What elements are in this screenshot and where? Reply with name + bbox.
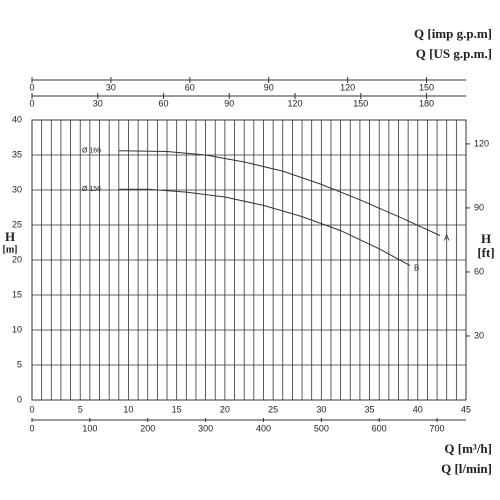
pump-curve — [118, 150, 441, 236]
pump-curve — [118, 188, 411, 267]
curve-name: Ø 156 — [82, 186, 101, 193]
top-tick-label: 60 — [185, 82, 195, 92]
y2-tick-label: 60 — [474, 266, 484, 276]
curve-name: Ø 166 — [82, 148, 101, 155]
x2-tick-label: 0 — [29, 423, 34, 433]
top-tick-label: 90 — [264, 82, 274, 92]
top-tick-label: 30 — [93, 98, 103, 108]
y-axis-title: H — [5, 229, 15, 244]
y2-tick-label: 120 — [474, 138, 489, 148]
x2-tick-label: 100 — [82, 423, 97, 433]
top-tick-label: 120 — [340, 82, 355, 92]
top-tick-label: 150 — [419, 82, 434, 92]
x-tick-label: 30 — [316, 404, 326, 414]
x-tick-label: 5 — [78, 404, 83, 414]
y2-tick-label: 90 — [474, 202, 484, 212]
x-tick-label: 20 — [220, 404, 230, 414]
top-tick-label: 0 — [29, 82, 34, 92]
plot-frame — [31, 119, 467, 401]
x-tick-label: 0 — [29, 404, 34, 414]
x2-tick-label: 400 — [256, 423, 271, 433]
x-tick-label: 35 — [365, 404, 375, 414]
axis-title: Q [US g.p.m.] — [416, 46, 492, 61]
curve-end-label: A — [444, 234, 450, 243]
y-tick-label: 20 — [12, 254, 22, 264]
x2-tick-label: 700 — [430, 423, 445, 433]
x-tick-label: 45 — [461, 404, 471, 414]
y-tick-label: 0 — [17, 394, 22, 404]
y-tick-label: 10 — [12, 324, 22, 334]
x-tick-label: 25 — [268, 404, 278, 414]
x-tick-label: 15 — [172, 404, 182, 414]
curve-end-label: B — [414, 264, 419, 273]
top-tick-label: 30 — [106, 82, 116, 92]
y-axis-title: [m] — [3, 244, 18, 255]
x-tick-label: 40 — [413, 404, 423, 414]
y2-axis-title: [ft] — [477, 245, 494, 260]
top-tick-label: 150 — [353, 98, 368, 108]
y2-axis-title: H — [481, 231, 491, 246]
y-tick-label: 30 — [12, 184, 22, 194]
y-tick-label: 5 — [17, 359, 22, 369]
y-tick-label: 40 — [12, 114, 22, 124]
x2-tick-label: 600 — [372, 423, 387, 433]
x-tick-label: 10 — [123, 404, 133, 414]
y2-tick-label: 30 — [474, 330, 484, 340]
axis-title: Q [imp g.p.m] — [414, 26, 492, 41]
top-tick-label: 120 — [288, 98, 303, 108]
x2-tick-label: 300 — [198, 423, 213, 433]
x2-tick-label: 200 — [140, 423, 155, 433]
axis-title: Q [l/min] — [441, 461, 492, 476]
axis-title: Q [m³/h] — [444, 441, 492, 456]
y-tick-label: 15 — [12, 289, 22, 299]
y-tick-label: 25 — [12, 219, 22, 229]
top-tick-label: 60 — [159, 98, 169, 108]
x2-tick-label: 500 — [314, 423, 329, 433]
top-tick-label: 0 — [29, 98, 34, 108]
top-tick-label: 180 — [419, 98, 434, 108]
y-tick-label: 35 — [12, 149, 22, 159]
top-tick-label: 90 — [224, 98, 234, 108]
